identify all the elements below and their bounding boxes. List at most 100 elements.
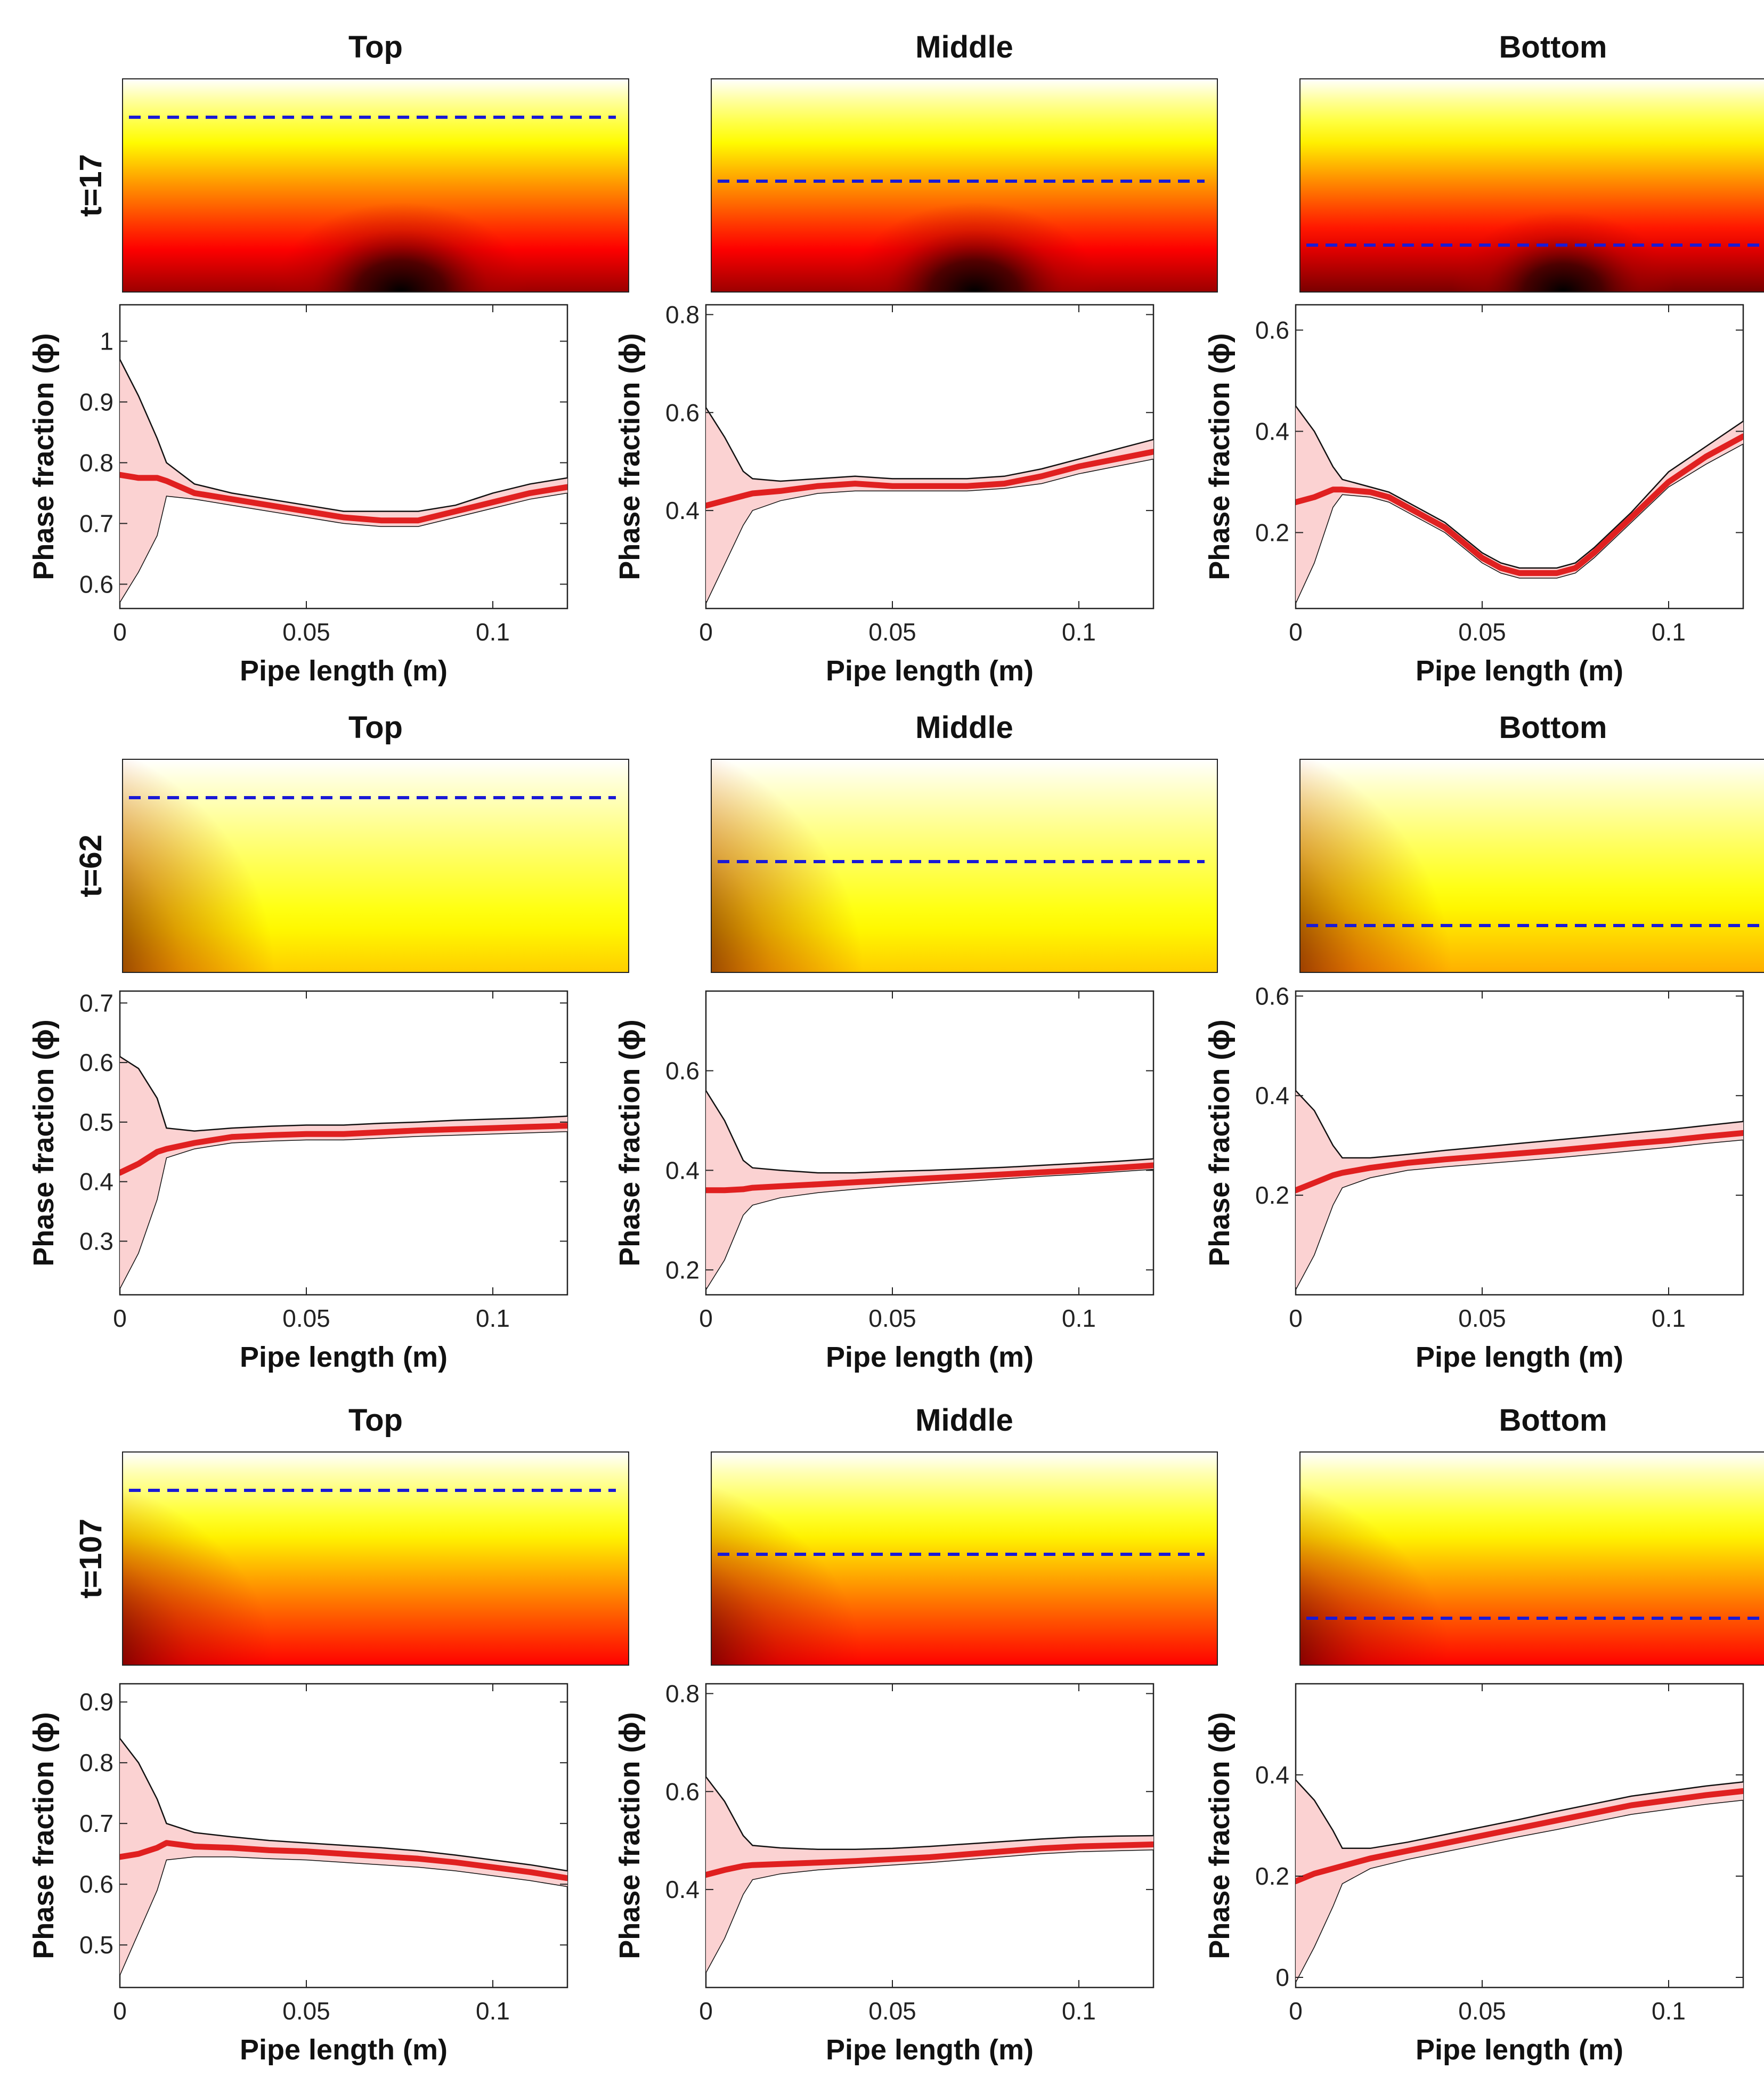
line-chart-r1-c0: 0 0.05 0.1 0.3 0.4 0.5 0.6 0.7 Pipe length (m) Ph…: [28, 989, 568, 1373]
x-tick-label: 0.1: [1652, 618, 1686, 646]
y-tick-label: 0.2: [1255, 519, 1289, 547]
heatmap-r0-c1: [711, 78, 1218, 293]
plot-frame: [705, 990, 1155, 1296]
y-tick-label: 0.6: [1255, 982, 1289, 1010]
band-upper-edge: [1296, 1090, 1743, 1159]
x-axis-label: Pipe length (m): [826, 1341, 1034, 1373]
x-tick-label: 0.1: [1062, 1304, 1096, 1332]
mean-line: [706, 1162, 1153, 1194]
x-tick-label: 0: [113, 1304, 127, 1332]
heatmap-r1-c2: [1299, 759, 1764, 973]
y-tick-label: 0.7: [79, 509, 113, 537]
x-tick-label: 0: [113, 618, 127, 646]
band-lower-edge: [706, 1849, 1153, 1973]
y-tick-label: 0.4: [79, 1168, 113, 1196]
mean-line: [1296, 1130, 1743, 1194]
y-tick-label: 0.8: [79, 449, 113, 476]
mean-line: [706, 449, 1153, 509]
heatmap-r1-c1: [711, 759, 1218, 973]
band-upper-edge: [706, 1776, 1153, 1850]
mean-line: [1296, 433, 1743, 576]
line-chart-r0-c1: 0 0.05 0.1 0.4 0.6 0.8 Pipe length (m) Phase fr…: [614, 301, 1155, 687]
y-axis-label: Phase fraction (ϕ): [1204, 1019, 1235, 1267]
y-axis-label: Phase fraction (ϕ): [614, 1712, 646, 1959]
y-axis-label: Phase fraction (ϕ): [1204, 1712, 1235, 1959]
y-axis-label: Phase fraction (ϕ): [28, 1019, 60, 1267]
plot-frame: [705, 304, 1155, 610]
y-tick-label: 0.4: [665, 1876, 700, 1903]
line-charts-layer: 0 0.05 0.1 0.6 0.7 0.8 0.9 1 Pipe length (m) Phas…: [28, 301, 1744, 2066]
heatmap-frame: [1299, 1451, 1764, 1666]
band-lower-edge: [1296, 1799, 1743, 1983]
y-tick-label: 0.6: [665, 1778, 700, 1805]
y-tick-label: 0.6: [79, 1870, 113, 1898]
y-tick-label: 0.5: [79, 1931, 113, 1959]
heatmap-dark-region: [711, 759, 1217, 972]
x-axis-label: Pipe length (m): [1416, 2034, 1623, 2066]
x-tick-label: 0.1: [476, 1304, 510, 1332]
panel-title: Top: [348, 1403, 403, 1438]
x-tick-label: 0.1: [476, 1997, 510, 2025]
heatmap-r2-c2: [1299, 1451, 1764, 1666]
y-axis-label: Phase fraction (ϕ): [28, 333, 60, 580]
x-tick-label: 0: [113, 1997, 127, 2025]
y-tick-label: 0.7: [79, 1810, 113, 1837]
band-upper-edge: [120, 1738, 567, 1872]
band-upper-edge: [1296, 405, 1743, 569]
x-axis-label: Pipe length (m): [826, 2034, 1034, 2066]
heatmap-r0-c2: [1299, 78, 1764, 293]
heatmap-r1-c0: [122, 759, 629, 973]
panel-title: Bottom: [1499, 710, 1607, 745]
y-tick-label: 0.9: [79, 388, 113, 416]
heatmap-r2-c0: [122, 1451, 629, 1666]
band-lower-edge: [1296, 1139, 1743, 1291]
y-tick-label: 0.7: [79, 989, 113, 1017]
y-tick-label: 0.8: [665, 301, 700, 328]
panel-title: Bottom: [1499, 30, 1607, 64]
heatmap-frame: [122, 1451, 629, 1666]
y-axis-label: Phase fraction (ϕ): [28, 1712, 60, 1959]
x-tick-label: 0.05: [1458, 618, 1506, 646]
heatmap-layer: [122, 78, 1764, 1666]
y-tick-label: 0.3: [79, 1227, 113, 1255]
uncertainty-band: [1296, 1780, 1743, 1983]
band-upper-edge: [120, 1056, 567, 1132]
x-tick-label: 0.1: [1652, 1304, 1686, 1332]
heatmap-frame: [711, 759, 1218, 973]
x-axis-label: Pipe length (m): [240, 2034, 448, 2066]
heatmap-dark-region: [1300, 759, 1764, 972]
panel-title: Middle: [915, 710, 1013, 745]
y-tick-label: 0.8: [665, 1680, 700, 1707]
band-lower-edge: [1296, 443, 1743, 604]
x-axis-label: Pipe length (m): [1416, 655, 1623, 687]
row-label: t=17: [74, 154, 108, 217]
panel-title: Top: [348, 30, 403, 64]
mean-line: [706, 1841, 1153, 1878]
mean-line: [120, 472, 567, 524]
y-tick-label: 0.5: [79, 1108, 113, 1136]
y-tick-label: 0.6: [1255, 317, 1289, 344]
x-tick-label: 0: [699, 1304, 713, 1332]
x-axis-label: Pipe length (m): [826, 655, 1034, 687]
uncertainty-band: [706, 1090, 1153, 1290]
heatmap-dark-region: [123, 79, 629, 292]
heatmap-frame: [711, 1451, 1218, 1666]
labels-layer: Top t=17 Middle Bottom Top t=62 Middle Bottom To…: [74, 30, 1607, 1599]
y-axis-label: Phase fraction (ϕ): [1204, 333, 1235, 580]
x-tick-label: 0.1: [1652, 1997, 1686, 2025]
x-tick-label: 0.1: [476, 618, 510, 646]
line-chart-r0-c0: 0 0.05 0.1 0.6 0.7 0.8 0.9 1 Pipe length (m) Phas…: [28, 304, 568, 687]
y-tick-label: 0.2: [1255, 1862, 1289, 1890]
heatmap-dark-region: [1300, 1452, 1764, 1665]
heatmap-dark-region: [123, 1452, 629, 1665]
y-tick-label: 0.2: [1255, 1181, 1289, 1209]
band-upper-edge: [706, 1090, 1153, 1174]
x-tick-label: 0: [1289, 618, 1303, 646]
heatmap-r0-c0: [122, 78, 629, 293]
band-lower-edge: [706, 458, 1153, 604]
heatmap-frame: [1299, 78, 1764, 293]
row-label: t=62: [74, 834, 108, 897]
line-chart-r0-c2: 0 0.05 0.1 0.2 0.4 0.6 Pipe length (m) Phase fr…: [1204, 304, 1744, 687]
uncertainty-band: [1296, 1090, 1743, 1290]
x-axis-label: Pipe length (m): [1416, 1341, 1623, 1373]
